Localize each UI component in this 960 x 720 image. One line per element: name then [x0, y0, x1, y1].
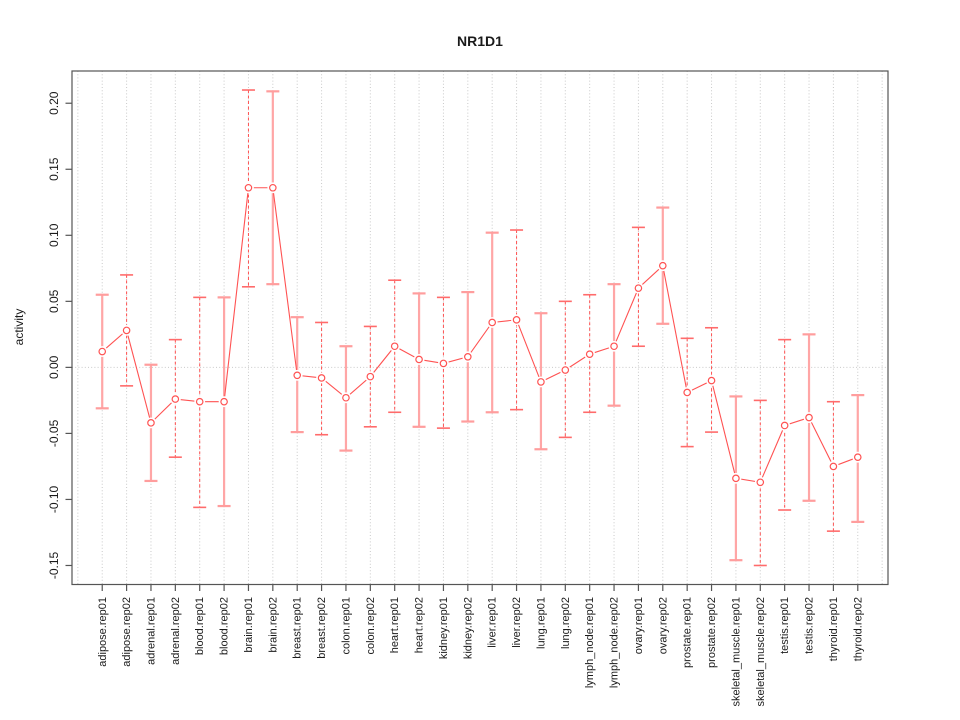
y-tick-label: 0.05	[47, 289, 61, 313]
x-tick-label: skeletal_muscle.rep01	[730, 597, 742, 706]
markers	[96, 182, 864, 488]
x-tick-label: kidney.rep01	[438, 597, 450, 659]
x-tick-label: adrenal.rep02	[170, 597, 182, 665]
x-tick-label: breast.rep01	[292, 597, 304, 659]
data-point-marker	[293, 371, 302, 380]
x-axis-ticks: adipose.rep01 adipose.rep02 adrenal.rep01 a…	[97, 584, 864, 706]
data-point-marker	[780, 421, 789, 430]
data-point-marker	[561, 366, 570, 374]
data-point-marker	[244, 183, 253, 192]
y-tick-label: -0.10	[47, 485, 61, 513]
x-tick-label: lymph_node.rep01	[584, 597, 596, 688]
data-point-marker	[171, 395, 180, 403]
x-tick-label: liver.rep01	[487, 597, 499, 648]
plot-frame	[71, 70, 889, 586]
data-point-marker	[195, 397, 204, 406]
data-point-marker	[464, 353, 472, 361]
x-tick-label: lymph_node.rep02	[609, 597, 621, 688]
data-point-marker	[853, 453, 862, 461]
data-point-marker	[366, 372, 375, 381]
x-tick-label: adrenal.rep01	[145, 597, 157, 665]
chart-title: NR1D1	[457, 33, 503, 49]
series-line	[101, 187, 858, 483]
x-tick-label: brain.rep02	[267, 597, 279, 653]
data-point-marker	[732, 474, 740, 483]
y-tick-label: -0.05	[47, 419, 61, 447]
data-point-marker	[805, 413, 813, 422]
x-tick-label: lung.rep02	[560, 597, 572, 649]
x-tick-label: lung.rep01	[535, 597, 547, 649]
x-tick-label: ovary.rep01	[633, 597, 645, 654]
x-tick-label: adipose.rep01	[97, 597, 109, 667]
x-tick-label: heart.rep02	[414, 597, 426, 653]
data-point-marker	[634, 284, 643, 292]
data-point-marker	[98, 347, 107, 356]
x-tick-label: thyroid.rep02	[852, 597, 864, 661]
y-tick-label: 0.15	[47, 157, 61, 181]
x-tick-label: prostate.rep02	[706, 597, 718, 668]
y-tick-label: 0.20	[47, 91, 61, 115]
x-tick-label: colon.rep01	[340, 597, 352, 655]
y-axis-ticks: -0.15 -0.10 -0.05 0.00 0.05 0.10 0.15 0.20	[47, 91, 72, 579]
data-point-marker	[439, 359, 448, 368]
x-tick-label: ovary.rep02	[657, 597, 669, 654]
x-tick-label: skeletal_muscle.rep02	[755, 597, 767, 706]
x-tick-label: colon.rep02	[365, 597, 377, 655]
y-tick-label: -0.15	[47, 551, 61, 579]
data-point-marker	[147, 419, 155, 427]
plot-area: -0.15 -0.10 -0.05 0.00 0.05 0.10 0.15 0.20 adipo…	[47, 70, 889, 706]
y-tick-label: 0.10	[47, 223, 61, 247]
error-bars	[95, 89, 865, 567]
x-tick-label: liver.rep02	[511, 597, 523, 648]
data-point-marker	[317, 374, 326, 382]
y-tick-label: 0.00	[47, 355, 61, 379]
x-tick-label: blood.rep01	[194, 597, 206, 655]
x-tick-label: prostate.rep01	[682, 597, 694, 668]
data-point-marker	[269, 183, 277, 192]
data-point-marker	[610, 342, 618, 351]
data-point-marker	[342, 393, 350, 402]
x-tick-label: blood.rep02	[219, 597, 231, 655]
data-point-marker	[707, 376, 716, 385]
data-point-marker	[537, 378, 545, 386]
x-tick-label: thyroid.rep01	[828, 597, 840, 661]
data-point-marker	[122, 326, 131, 335]
data-point-marker	[658, 261, 667, 270]
data-point-marker	[512, 316, 521, 324]
x-tick-label: testis.rep01	[779, 597, 791, 654]
y-axis-label: activity	[12, 309, 26, 346]
x-tick-label: adipose.rep02	[121, 597, 133, 667]
data-point-marker	[829, 462, 838, 471]
data-point-marker	[220, 397, 228, 406]
data-point-marker	[415, 355, 423, 364]
x-tick-label: testis.rep02	[804, 597, 816, 654]
data-point-marker	[488, 318, 496, 327]
x-tick-label: kidney.rep02	[462, 597, 474, 659]
x-tick-label: brain.rep01	[243, 597, 255, 653]
x-tick-label: breast.rep02	[316, 597, 328, 659]
data-point-marker	[683, 388, 691, 397]
data-point-marker	[756, 478, 765, 487]
data-point-marker	[585, 350, 594, 358]
x-tick-label: heart.rep01	[389, 597, 401, 653]
data-point-marker	[390, 342, 399, 351]
